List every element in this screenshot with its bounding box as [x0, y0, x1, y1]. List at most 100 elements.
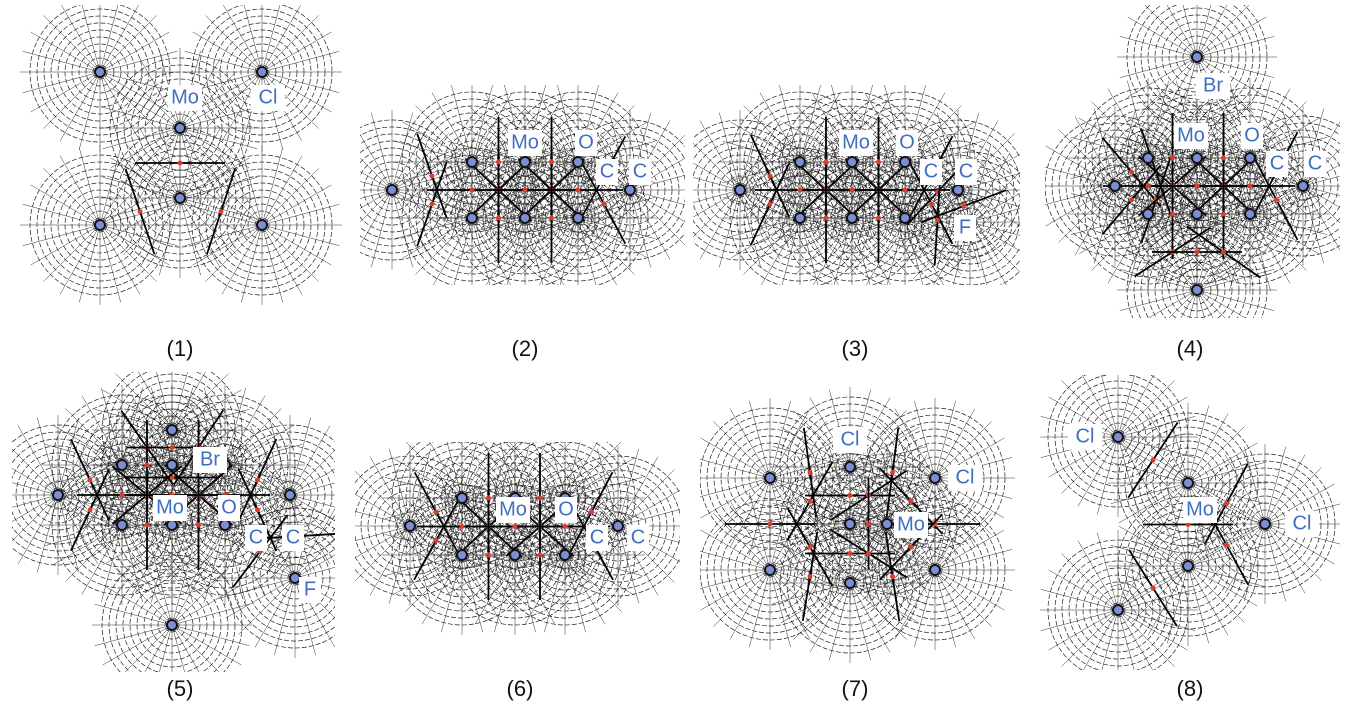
gradient-path [1061, 553, 1115, 607]
nucleus [900, 157, 910, 167]
gradient-path [43, 168, 97, 222]
gradient-path [205, 15, 259, 69]
panel-caption: (2) [512, 336, 539, 361]
gradient-path [773, 481, 827, 535]
gradient-path [713, 421, 767, 475]
gradient-path [463, 559, 483, 632]
gradient-path [151, 353, 171, 426]
panel-caption: (6) [507, 676, 534, 701]
gradient-path [693, 549, 766, 569]
gradient-path [1304, 190, 1324, 263]
gradient-path [936, 574, 956, 647]
nucleus [285, 490, 295, 500]
gradient-path [557, 85, 577, 158]
gradient-path [463, 421, 483, 494]
gradient-path [1041, 611, 1114, 631]
gradient-path [103, 129, 176, 149]
gradient-path [1061, 613, 1115, 667]
bond-critical-point [1248, 184, 1253, 189]
gradient-path [1244, 447, 1264, 520]
nucleus [1192, 153, 1202, 163]
gradient-path [1058, 189, 1112, 243]
nucleus [220, 520, 230, 530]
gradient-path [228, 408, 282, 462]
nucleus [167, 620, 177, 630]
gradient-path [1253, 217, 1307, 271]
nucleus [900, 213, 910, 223]
gradient-path [395, 219, 468, 239]
nucleus [167, 425, 177, 435]
gradient-path [1244, 528, 1264, 601]
gradient-path [1266, 447, 1286, 520]
bond-critical-point [768, 174, 773, 179]
gradient-path [795, 221, 849, 275]
gradient-path [1097, 360, 1117, 433]
gradient-path [829, 587, 849, 660]
gradient-path [1097, 533, 1117, 606]
gradient-path [1167, 406, 1187, 479]
panel-caption: (7) [842, 676, 869, 701]
gradient-path [65, 528, 119, 582]
gradient-path [104, 51, 177, 71]
bond-critical-point [1151, 586, 1156, 591]
atom-label: Mo [511, 131, 539, 153]
atom-label: Mo [1177, 124, 1205, 146]
bond-critical-point [434, 538, 439, 543]
gradient-path [341, 486, 407, 524]
gradient-path [79, 148, 99, 221]
atom-label: Cl [259, 86, 278, 108]
gradient-path [1192, 462, 1265, 482]
bond-critical-point [1221, 156, 1226, 161]
gradient-path [37, 418, 57, 491]
gradient-path [184, 129, 257, 149]
bond-critical-point [1129, 170, 1134, 175]
nucleus [257, 220, 267, 230]
gradient-plot [660, 82, 1050, 302]
gradient-path [299, 557, 372, 577]
bond-critical-point [589, 510, 594, 515]
bond-critical-point [866, 522, 871, 527]
gradient-path [1094, 109, 1114, 182]
gradient-path [159, 202, 179, 275]
nucleus [1245, 153, 1255, 163]
nucleus [175, 193, 185, 203]
bond-critical-point [1151, 458, 1156, 463]
gradient-path [371, 194, 391, 267]
gradient-path [671, 150, 737, 188]
gradient-path [1200, 293, 1254, 347]
gradient-path [323, 150, 389, 188]
gradient-path [1119, 614, 1139, 687]
gradient-path [884, 222, 904, 295]
gradient-path [265, 15, 319, 69]
nucleus [1183, 478, 1193, 488]
nucleus [467, 157, 477, 167]
bond-critical-point [88, 508, 93, 513]
nucleus [290, 573, 300, 583]
bond-critical-point [1224, 501, 1229, 506]
nucleus [953, 185, 963, 195]
gradient-path [683, 133, 737, 187]
gradient-path [521, 221, 575, 275]
nucleus [845, 578, 855, 588]
gradient-path [1191, 569, 1245, 623]
gradient-path [1201, 269, 1274, 289]
gradient-path [749, 493, 769, 566]
gradient-path [851, 587, 871, 660]
nucleus [765, 473, 775, 483]
atom-label: C [1270, 152, 1284, 174]
nucleus [625, 185, 635, 195]
bond-critical-point [549, 160, 554, 165]
bond-critical-point [824, 160, 829, 165]
gradient-path [132, 628, 170, 694]
atom-label: F [959, 216, 971, 238]
bond-critical-point [538, 496, 543, 501]
bond-critical-point [808, 470, 813, 475]
gradient-plot [312, 82, 710, 298]
nucleus [520, 213, 530, 223]
gradient-path [749, 401, 769, 474]
gradient-path [693, 571, 766, 591]
gradient-path [801, 222, 821, 295]
gradient-path [101, 76, 121, 149]
gradient-path [773, 573, 827, 627]
bond-critical-point [808, 574, 813, 579]
